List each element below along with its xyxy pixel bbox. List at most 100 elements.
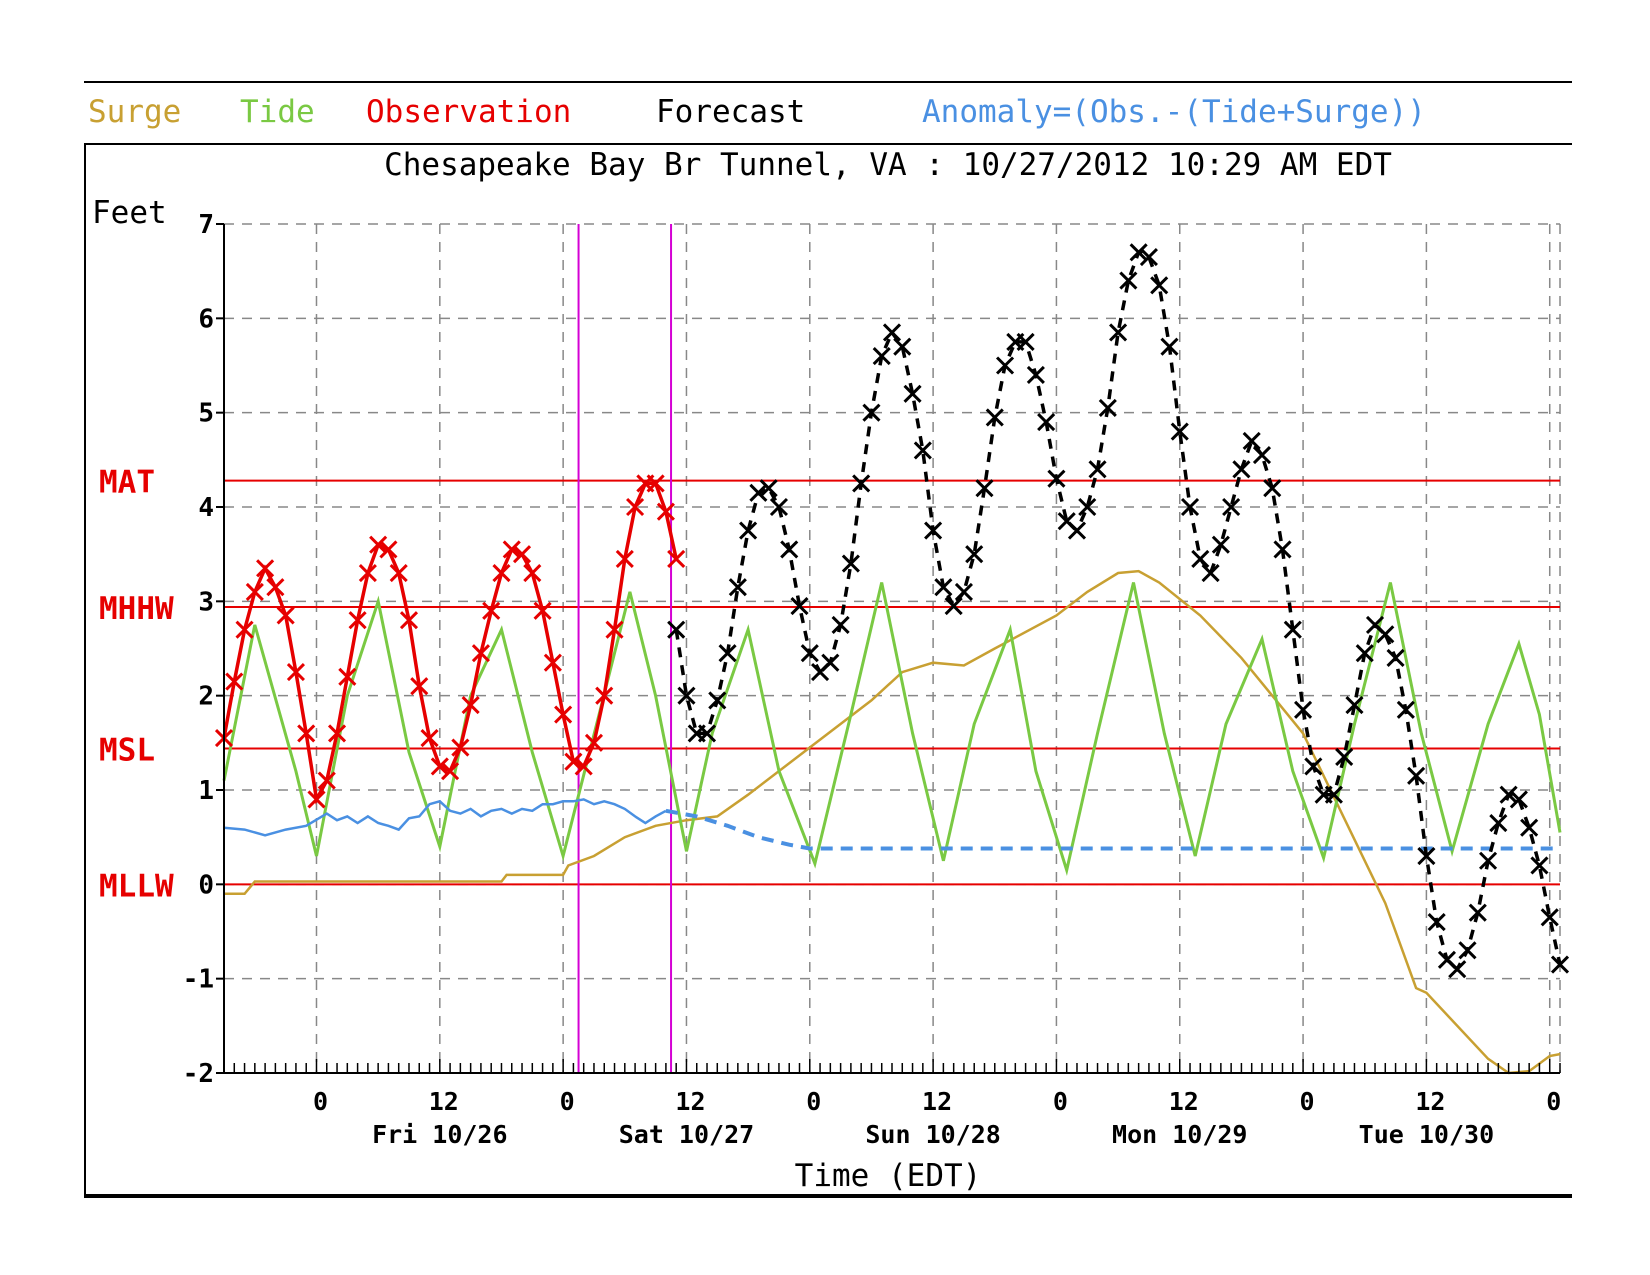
observation-point — [451, 738, 470, 757]
observation-point — [574, 757, 593, 776]
observation-point — [410, 677, 429, 696]
y-axis-label: Feet — [92, 195, 167, 231]
forecast-point — [1109, 323, 1128, 342]
observation-point — [471, 644, 490, 663]
forecast-point — [965, 545, 984, 564]
observation-point — [317, 771, 336, 790]
forecast-point — [893, 337, 912, 356]
forecast-point-glyph — [1520, 818, 1539, 837]
observation-point — [379, 540, 398, 559]
forecast-point-glyph — [1540, 908, 1559, 927]
forecast-point-glyph — [1129, 243, 1148, 262]
observation-point — [523, 563, 542, 583]
observation-point-glyph — [471, 644, 490, 663]
observation-point — [595, 686, 614, 705]
forecast-point — [1386, 648, 1405, 667]
observation-point-glyph — [554, 705, 573, 724]
forecast-point-glyph — [1273, 540, 1292, 559]
forecast-point — [1294, 700, 1313, 719]
forecast-point — [677, 686, 696, 705]
y-tick-label: 5 — [198, 399, 214, 429]
observation-point — [297, 724, 316, 743]
forecast-point — [1191, 549, 1210, 568]
observation-point-glyph — [297, 724, 316, 743]
observation-point-glyph — [338, 667, 357, 686]
forecast-point-glyph — [1417, 846, 1436, 866]
forecast-point-glyph — [1078, 497, 1097, 517]
observation-point — [358, 563, 377, 583]
forecast-point — [1067, 521, 1087, 540]
forecast-point-glyph — [769, 497, 789, 517]
observation-point-glyph — [286, 663, 305, 682]
forecast-point-glyph — [718, 644, 737, 663]
forecast-point-glyph — [780, 540, 799, 559]
forecast-point — [862, 403, 881, 422]
observation-point-glyph — [461, 696, 480, 715]
chart-title: Chesapeake Bay Br Tunnel, VA : 10/27/201… — [384, 147, 1392, 183]
datum-label: MLLW — [99, 868, 174, 904]
forecast-point-glyph — [1098, 398, 1117, 418]
forecast-point-glyph — [841, 554, 860, 573]
y-tick-label: 1 — [198, 776, 214, 806]
series-layer — [214, 243, 1570, 1075]
forecast-point — [1478, 851, 1498, 870]
observation-point-glyph — [441, 762, 460, 781]
forecast-point-glyph — [1468, 903, 1487, 922]
forecast-point — [831, 615, 850, 634]
observation-point — [307, 790, 326, 809]
forecast-point-glyph — [1160, 337, 1179, 356]
forecast-point-glyph — [934, 578, 953, 597]
x-tick-label: 12 — [922, 1087, 952, 1116]
observation-point-glyph — [420, 729, 439, 748]
forecast-point-glyph — [1407, 766, 1426, 785]
forecast-point — [1170, 422, 1189, 441]
legend-tide: Tide — [240, 94, 315, 130]
legend-surge: Surge — [88, 94, 181, 130]
observation-point — [605, 620, 624, 639]
observation-point-glyph — [595, 686, 614, 705]
forecast-point-glyph — [862, 403, 881, 422]
forecast-point — [790, 596, 809, 616]
legend-forecast: Forecast — [656, 94, 805, 130]
forecast-point — [882, 323, 902, 342]
datum-label: MAT — [99, 465, 155, 501]
forecast-point-glyph — [1335, 747, 1354, 767]
day-label: Tue 10/30 — [1359, 1120, 1494, 1149]
observation-point — [461, 696, 480, 715]
forecast-point-glyph — [1489, 813, 1508, 833]
forecast-point-glyph — [1386, 648, 1405, 667]
observation-point — [502, 540, 521, 559]
forecast-point — [1160, 337, 1179, 356]
x-tick-label: 12 — [1415, 1087, 1445, 1116]
forecast-point-glyph — [1119, 271, 1138, 290]
forecast-point-glyph — [1427, 913, 1446, 932]
forecast-point — [1119, 271, 1138, 290]
observation-point-glyph — [266, 578, 285, 597]
forecast-point — [1345, 696, 1364, 715]
observation-point — [338, 667, 357, 686]
forecast-point-glyph — [1242, 431, 1261, 451]
y-tick-label: 4 — [198, 493, 214, 523]
y-tick-label: 0 — [198, 870, 214, 900]
forecast-point — [975, 479, 994, 498]
observation-point-glyph — [307, 790, 326, 809]
forecast-point-glyph — [1396, 700, 1415, 719]
legend-anomaly: Anomaly=(Obs.-(Tide+Surge)) — [922, 94, 1426, 130]
observation-point-glyph — [584, 733, 604, 752]
observation-point-glyph — [574, 757, 593, 776]
forecast-point — [821, 653, 840, 672]
forecast-point — [1427, 913, 1446, 932]
day-label: Mon 10/29 — [1112, 1120, 1247, 1149]
forecast-point — [1078, 497, 1097, 517]
forecast-point — [1407, 766, 1426, 785]
observation-point-glyph — [667, 549, 686, 568]
forecast-point — [1448, 960, 1467, 979]
forecast-point — [728, 578, 747, 597]
y-tick-label: 6 — [198, 304, 214, 334]
forecast-point-glyph — [1304, 757, 1323, 776]
observation-point — [369, 535, 388, 554]
observation-point — [564, 752, 583, 771]
x-tick-label: 0 — [560, 1087, 575, 1116]
forecast-point — [1335, 747, 1354, 767]
forecast-point-glyph — [697, 724, 717, 743]
